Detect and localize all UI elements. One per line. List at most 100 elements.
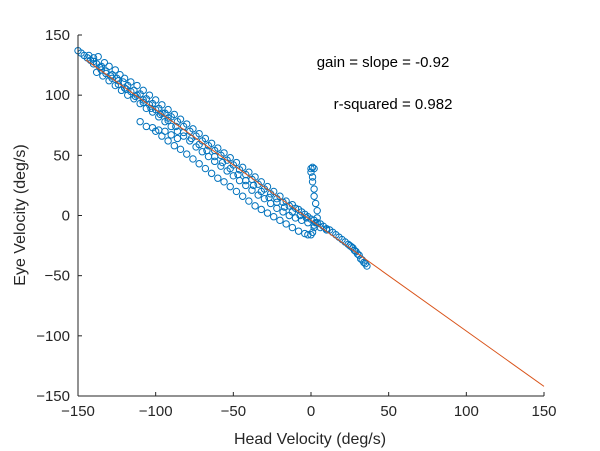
fit-line xyxy=(85,59,545,387)
scatter-point xyxy=(310,164,318,173)
scatter-point xyxy=(120,74,129,83)
scatter-point xyxy=(220,178,228,186)
scatter-point xyxy=(288,208,297,216)
scatter-point xyxy=(232,158,241,167)
scatter-point xyxy=(179,132,188,140)
y-tick-label: −50 xyxy=(45,268,70,285)
x-tick-label: −150 xyxy=(61,403,95,420)
x-tick-label: 50 xyxy=(380,403,397,420)
scatter-point xyxy=(198,148,206,156)
scatter-point xyxy=(114,80,123,89)
scatter-point xyxy=(195,160,203,168)
scatter-point xyxy=(232,187,241,196)
scatter-point xyxy=(322,226,331,234)
scatter-point xyxy=(291,214,300,222)
scatter-point xyxy=(234,170,242,179)
scatter-point xyxy=(270,213,278,221)
x-tick-label: 100 xyxy=(454,403,479,420)
scatter-point xyxy=(164,137,172,145)
x-tick-label: −100 xyxy=(139,403,173,420)
scatter-point xyxy=(248,186,256,194)
scatter-point xyxy=(201,134,210,143)
scatter-point xyxy=(238,192,247,200)
scatter-point xyxy=(308,178,317,186)
scatter-point xyxy=(139,96,147,104)
scatter-point xyxy=(164,114,172,122)
scatter-series xyxy=(74,46,371,270)
scatter-point xyxy=(310,192,318,200)
scatter-point xyxy=(251,202,259,210)
scatter-point xyxy=(170,142,179,150)
scatter-point xyxy=(102,69,110,78)
scatter-point xyxy=(133,81,141,90)
scatter-point xyxy=(313,206,321,215)
scatter-point xyxy=(127,78,135,86)
scatter-point xyxy=(226,182,234,191)
scatter-point xyxy=(308,163,317,172)
scatter-point xyxy=(158,109,166,117)
scatter-point xyxy=(105,62,113,70)
scatter-point xyxy=(100,58,109,67)
scatter-point xyxy=(176,145,185,154)
scatter-point xyxy=(311,219,320,227)
scatter-point xyxy=(133,91,141,99)
scatter-point xyxy=(151,96,160,104)
scatter-point xyxy=(161,127,169,135)
y-tick-label: −150 xyxy=(36,388,70,405)
scatter-point xyxy=(173,134,182,143)
scatter-point xyxy=(229,172,238,180)
scatter-point xyxy=(156,110,165,119)
scatter-point xyxy=(201,164,210,173)
scatter-point xyxy=(257,187,265,196)
scatter-point xyxy=(189,155,197,163)
scatter-point xyxy=(308,173,317,181)
y-axis-ticks: −150 −100 −50 0 50 100 150 xyxy=(36,27,82,405)
gain-annotation: gain = slope = -0.92 xyxy=(317,54,450,71)
scatter-point xyxy=(288,223,297,232)
scatter-point xyxy=(170,110,179,119)
scatter-point xyxy=(218,158,227,167)
scatter-point xyxy=(85,51,93,60)
scatter-point xyxy=(111,66,119,74)
scatter-point xyxy=(167,131,175,139)
scatter-point xyxy=(176,115,185,123)
scatter-point xyxy=(145,91,154,99)
scatter-point xyxy=(131,92,140,101)
scatter-point xyxy=(242,181,250,190)
scatter-point xyxy=(310,185,318,193)
scatter-point xyxy=(226,154,234,162)
scatter-point xyxy=(164,105,172,114)
y-tick-label: 100 xyxy=(45,87,70,104)
scatter-point xyxy=(279,208,287,216)
y-axis-label: Eye Velocity (deg/s) xyxy=(12,144,29,285)
y-tick-label: 50 xyxy=(53,147,70,164)
scatter-point xyxy=(311,199,320,208)
scatter-point xyxy=(189,125,197,133)
scatter-point xyxy=(214,174,222,182)
scatter-point xyxy=(158,101,166,109)
scatter-point xyxy=(139,98,147,107)
scatter-point xyxy=(313,214,321,222)
scatter-point xyxy=(210,152,219,161)
scatter-point xyxy=(214,144,222,152)
scatter-point xyxy=(145,101,154,109)
x-axis-label: Head Velocity (deg/s) xyxy=(234,431,386,448)
r-squared-annotation: r-squared = 0.982 xyxy=(334,96,453,113)
scatter-point xyxy=(263,209,272,217)
scatter-point xyxy=(207,169,216,178)
scatter-point xyxy=(304,231,312,239)
x-tick-label: 0 xyxy=(307,403,315,420)
x-tick-label: −50 xyxy=(221,403,246,420)
scatter-point xyxy=(120,84,129,92)
scatter-point xyxy=(127,87,135,96)
scatter-point xyxy=(210,157,219,166)
x-axis-ticks: −150 −100 −50 0 50 100 150 xyxy=(61,392,557,420)
scatter-point xyxy=(139,86,147,95)
scatter-point xyxy=(310,223,318,232)
scatter-point xyxy=(260,194,269,203)
scatter-point xyxy=(195,129,203,138)
scatter-point xyxy=(257,205,265,214)
scatter-point xyxy=(207,139,216,148)
